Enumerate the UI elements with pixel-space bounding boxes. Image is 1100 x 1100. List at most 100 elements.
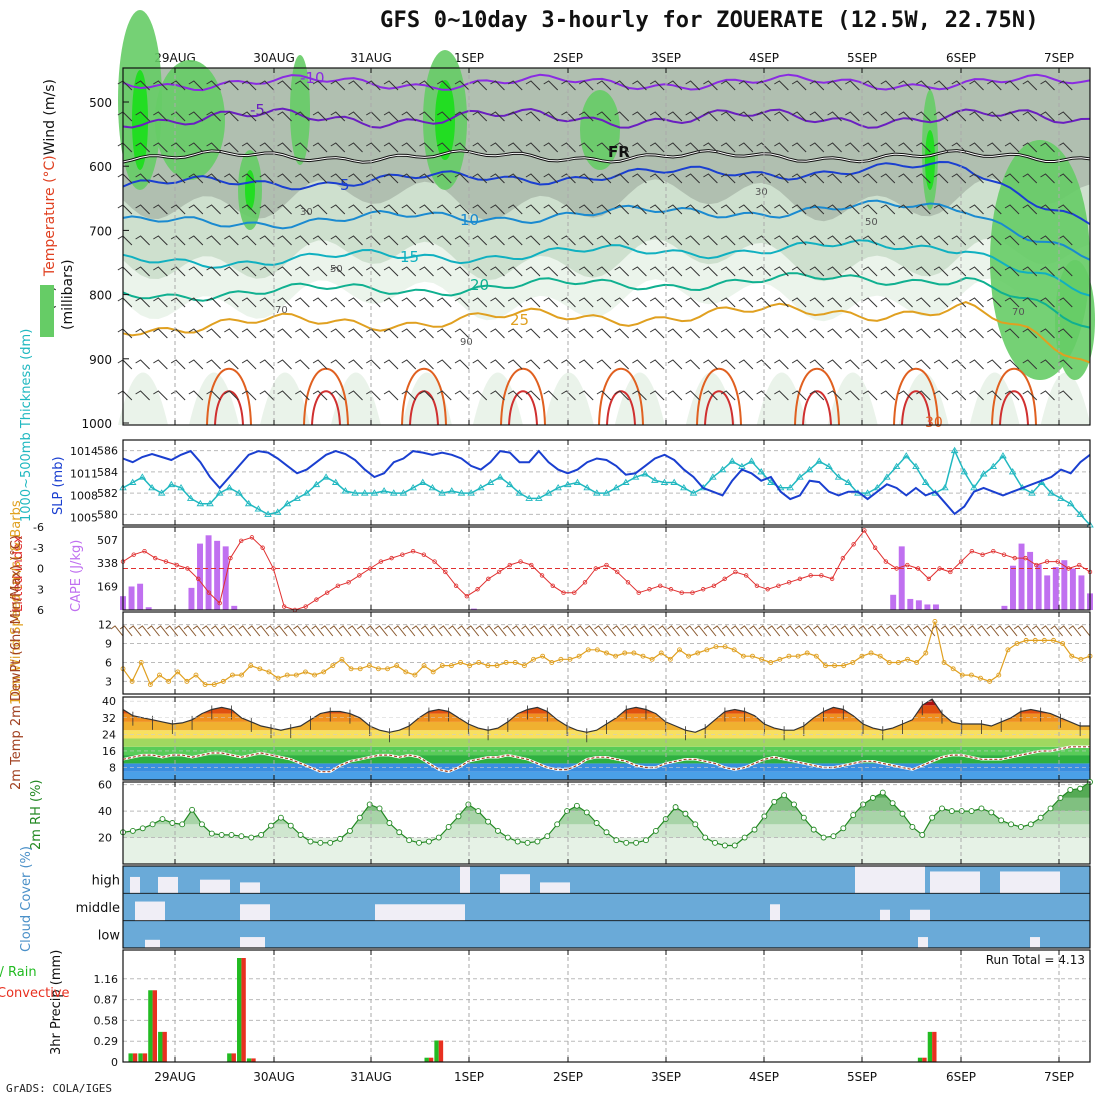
data-point — [873, 483, 882, 491]
wind-barb — [274, 625, 288, 637]
data-point — [515, 489, 524, 496]
data-point — [228, 831, 235, 838]
data-point — [206, 499, 214, 507]
data-point — [604, 562, 609, 568]
panel-frame — [122, 526, 1091, 611]
wind-barb — [809, 235, 825, 246]
wind-barb — [543, 297, 559, 308]
wind-barb — [419, 297, 434, 308]
wind-barb — [845, 173, 860, 184]
wind-barb — [401, 80, 417, 91]
wind-barb — [265, 625, 279, 637]
wind-barb — [986, 625, 1000, 637]
wind-barb — [507, 142, 523, 153]
data-point — [991, 549, 996, 554]
data-point — [351, 489, 359, 496]
wind-barb — [898, 204, 913, 215]
wind-barb — [135, 390, 150, 401]
data-point — [148, 483, 156, 491]
data-point — [988, 809, 995, 816]
wind-barb — [490, 297, 505, 308]
wind-barb — [596, 235, 612, 246]
wind-barb — [632, 235, 647, 246]
data-point — [403, 669, 409, 675]
wind-barb — [277, 80, 292, 91]
wind-barb — [320, 625, 334, 637]
wind-barb — [436, 111, 452, 122]
wind-barb — [419, 173, 434, 184]
data-point — [539, 573, 545, 578]
data-point — [540, 653, 546, 659]
data-point — [475, 808, 482, 815]
wind-barb — [454, 80, 470, 91]
wind-barb — [224, 235, 239, 246]
data-point — [303, 669, 308, 675]
temp-tick-label: 24 — [102, 728, 116, 741]
wind-barb — [987, 328, 1002, 339]
data-point — [652, 827, 659, 834]
convective-label: Convective — [0, 986, 70, 1001]
wind-barb — [685, 235, 701, 246]
wind-barb — [188, 297, 204, 308]
wind-barb — [738, 297, 754, 308]
rh-tick-label: 20 — [98, 832, 112, 845]
wind-barb — [774, 266, 789, 277]
data-point — [968, 808, 975, 815]
wind-barb — [375, 625, 388, 637]
data-point — [895, 660, 901, 665]
cape-bar — [1044, 575, 1051, 610]
wind-barb — [594, 625, 607, 637]
wind-barb — [845, 111, 860, 122]
data-point — [147, 682, 153, 687]
wind-barb — [827, 111, 842, 122]
temp-tick-label: 32 — [102, 712, 116, 725]
precip-total-bar — [927, 1031, 933, 1062]
wind-barb — [916, 111, 931, 122]
wind-barb — [827, 328, 842, 339]
wind-barb — [311, 625, 325, 637]
wind-barb — [738, 235, 754, 246]
wind-barb — [241, 297, 257, 308]
data-point — [367, 566, 373, 571]
data-point — [399, 489, 408, 496]
wind-barb — [578, 204, 594, 215]
wind-barb — [401, 235, 417, 246]
contour-label: -10 — [300, 69, 325, 87]
wind-barb — [756, 173, 771, 184]
contour-label: 30 — [925, 415, 943, 431]
wind-barb — [224, 359, 239, 370]
data-point — [1044, 559, 1050, 564]
wind-barb — [277, 297, 292, 308]
wind-barb — [525, 204, 541, 215]
date-label-bottom: 7SEP — [1044, 1070, 1074, 1084]
data-point — [829, 576, 835, 582]
data-point — [733, 569, 738, 575]
data-point — [225, 483, 234, 491]
wind-barb — [845, 80, 860, 91]
wind-barb — [969, 390, 984, 401]
data-point — [293, 494, 301, 501]
data-point — [680, 483, 688, 491]
data-point — [894, 566, 899, 571]
data-point — [1008, 468, 1017, 475]
wind-barb — [401, 328, 417, 339]
series-line — [122, 448, 1091, 526]
wind-barb — [951, 328, 967, 339]
temperature-contour — [122, 272, 1091, 329]
wind-barb — [614, 359, 630, 370]
wind-barb — [153, 173, 168, 184]
data-point — [149, 821, 156, 828]
cloud-cover-cell — [910, 909, 930, 921]
wind-barb — [295, 328, 310, 339]
wind-barb — [507, 173, 523, 184]
data-point — [701, 587, 706, 592]
wind-barb — [898, 328, 913, 339]
wind-barb — [383, 80, 399, 91]
wind-barb — [241, 235, 257, 246]
wind-barb — [348, 266, 363, 277]
wind-barb — [969, 297, 984, 308]
data-point — [324, 590, 330, 595]
wind-barb — [858, 625, 872, 637]
data-point — [238, 833, 245, 840]
li-tick-label: -3 — [33, 542, 44, 555]
